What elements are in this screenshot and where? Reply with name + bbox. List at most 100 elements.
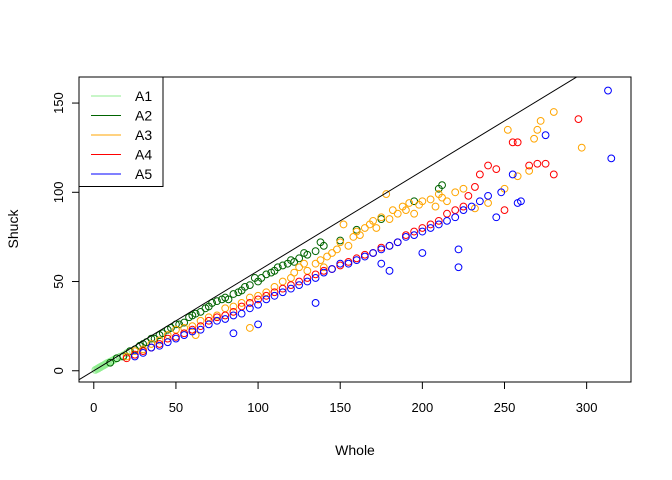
x-tick-label-300: 300 — [576, 400, 598, 415]
point-A3-41 — [369, 216, 377, 225]
point-A5-37 — [393, 238, 402, 247]
point-A2-31 — [241, 282, 249, 291]
point-A4-18 — [270, 288, 279, 297]
point-A5-0 — [130, 352, 139, 361]
point-A4-0 — [122, 354, 131, 363]
point-A5-31 — [360, 252, 369, 261]
point-A5-41 — [418, 227, 427, 236]
point-A3-23 — [290, 268, 299, 277]
point-A3-67 — [530, 134, 538, 143]
point-A2-55 — [438, 181, 446, 190]
point-A5-56 — [517, 197, 525, 206]
x-tick-label-200: 200 — [412, 400, 434, 415]
point-A3-69 — [536, 117, 545, 125]
point-A2-36 — [262, 270, 271, 279]
point-A3-18 — [254, 291, 262, 300]
point-A4-37 — [426, 220, 435, 229]
point-A3-17 — [245, 293, 254, 302]
point-A4-36 — [418, 224, 427, 232]
point-A3-71 — [577, 143, 586, 152]
point-A3-45 — [385, 215, 394, 223]
point-A5-45 — [451, 213, 460, 222]
point-A2-40 — [278, 261, 287, 270]
point-A5-8 — [196, 325, 205, 334]
point-A5-21 — [287, 284, 295, 293]
point-A5-3 — [155, 341, 164, 350]
point-A5-17 — [254, 300, 262, 309]
point-A3-66 — [525, 166, 534, 175]
point-A3-64 — [503, 125, 512, 134]
point-A4-49 — [513, 138, 522, 147]
point-A4-15 — [245, 299, 254, 307]
point-A3-25 — [300, 259, 308, 268]
x-tick-label-100: 100 — [247, 400, 269, 415]
point-A5-52 — [492, 213, 501, 222]
point-A5-26 — [319, 268, 328, 277]
point-A3-50 — [405, 199, 414, 207]
point-A5-35 — [385, 266, 394, 275]
y-axis-label: Shuck — [5, 209, 21, 249]
point-A5-49 — [467, 202, 476, 211]
point-A3-60 — [459, 184, 468, 193]
point-A3-54 — [426, 195, 435, 204]
point-A5-42 — [426, 224, 435, 232]
y-tick-label-150: 150 — [51, 92, 66, 114]
point-A4-17 — [262, 291, 271, 300]
point-A5-28 — [336, 259, 345, 268]
point-A5-54 — [508, 170, 517, 179]
point-A3-38 — [356, 231, 364, 240]
point-A3-30 — [323, 252, 331, 261]
point-A5-25 — [311, 274, 320, 282]
point-A2-27 — [224, 295, 233, 304]
legend-label-A3: A3 — [135, 127, 152, 143]
point-A4-39 — [443, 209, 451, 218]
point-A3-65 — [513, 172, 522, 181]
point-A5-13 — [229, 311, 238, 320]
point-A3-53 — [418, 197, 427, 206]
point-A3-28 — [316, 256, 325, 265]
point-A4-38 — [434, 216, 443, 225]
x-tick-label-150: 150 — [329, 400, 351, 415]
point-A4-42 — [464, 191, 473, 200]
point-A3-34 — [339, 220, 348, 229]
point-A5-11 — [221, 315, 230, 323]
point-A2-19 — [191, 309, 200, 318]
point-A5-23 — [303, 277, 312, 286]
point-A5-57 — [541, 131, 550, 140]
y-tick-label-100: 100 — [51, 181, 66, 203]
point-A5-7 — [188, 327, 197, 336]
point-A3-33 — [336, 238, 345, 247]
point-A3-35 — [344, 241, 353, 250]
point-A4-16 — [254, 295, 262, 304]
point-A5-33 — [377, 259, 386, 268]
point-A3-55 — [431, 202, 440, 211]
point-A3-68 — [533, 125, 542, 134]
point-A5-20 — [278, 288, 287, 297]
legend-box — [78, 76, 164, 187]
point-A4-50 — [525, 161, 534, 170]
point-A4-12 — [221, 311, 230, 320]
point-A2-49 — [319, 241, 328, 250]
point-A3-26 — [303, 266, 312, 275]
point-A4-23 — [311, 270, 320, 279]
point-A3-39 — [360, 224, 369, 232]
point-A5-32 — [369, 249, 377, 257]
x-axis: 0 50 100 150 200 250 300 — [90, 381, 598, 415]
point-A3-62 — [484, 199, 492, 207]
point-A3-27 — [311, 259, 320, 268]
point-A3-13 — [221, 304, 230, 313]
point-A4-35 — [410, 227, 419, 236]
point-A5-51 — [484, 191, 492, 200]
point-A5-19 — [270, 291, 279, 300]
point-A3-42 — [372, 224, 381, 232]
point-A5-48 — [459, 206, 468, 215]
point-A5-47 — [454, 245, 463, 254]
point-A3-14 — [229, 302, 238, 311]
point-A5-14 — [237, 309, 246, 318]
point-A3-24 — [295, 263, 304, 272]
point-A3-3 — [147, 340, 156, 348]
point-A4-5 — [163, 334, 172, 343]
point-A4-47 — [500, 206, 509, 215]
point-A5-1 — [139, 349, 147, 357]
